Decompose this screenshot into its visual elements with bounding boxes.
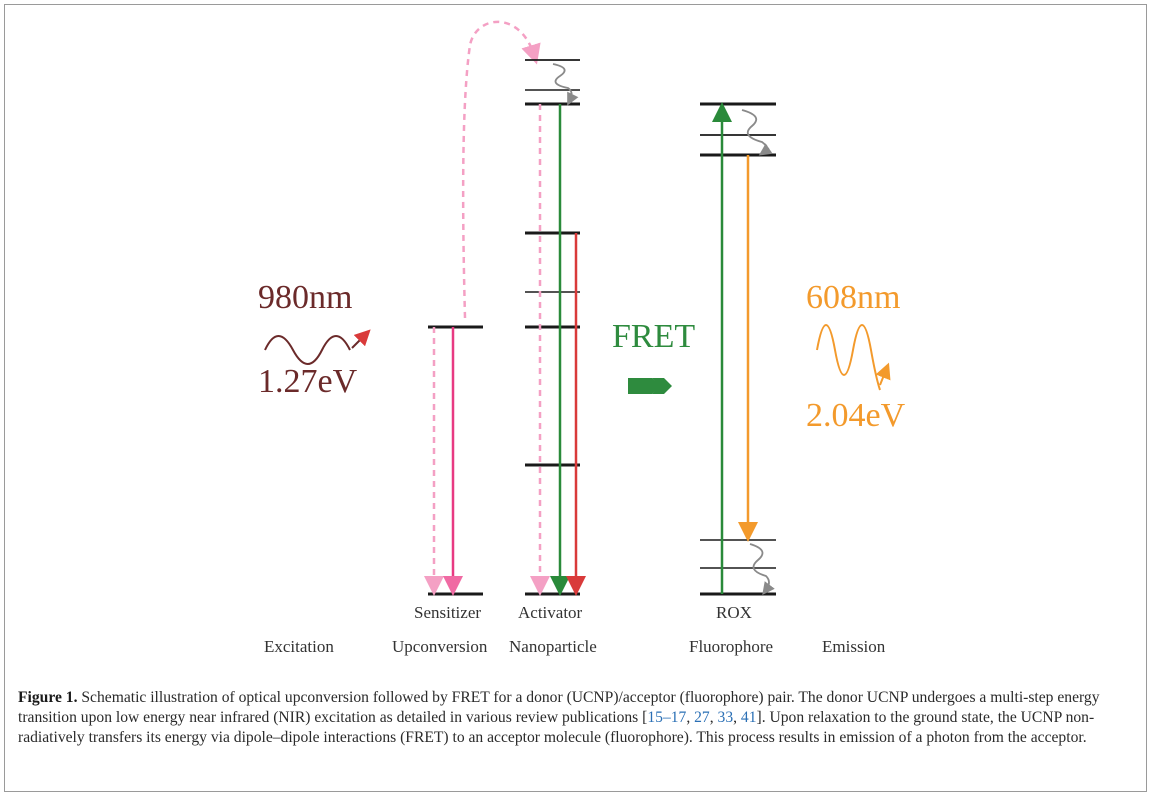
fret-arrow-icon bbox=[628, 378, 672, 394]
excitation-wavelength: 980nm bbox=[258, 279, 352, 316]
emission-wavelength: 608nm bbox=[806, 279, 900, 316]
ref-link[interactable]: 33 bbox=[717, 709, 734, 726]
emission-wave-icon bbox=[816, 324, 881, 391]
ref-link[interactable]: 27 bbox=[694, 709, 710, 726]
caption-label: Figure 1. bbox=[18, 689, 78, 706]
section-excitation: Excitation bbox=[264, 637, 334, 656]
activator-relaxation-icon bbox=[552, 63, 579, 106]
energy-transfer-arrow bbox=[461, 20, 541, 319]
excitation-wave-icon bbox=[264, 335, 351, 365]
sensitizer-label: Sensitizer bbox=[414, 603, 481, 622]
fret-label: FRET bbox=[612, 318, 695, 355]
rox-label: ROX bbox=[716, 603, 752, 622]
ref-link[interactable]: 41 bbox=[740, 709, 757, 726]
activator-label: Activator bbox=[518, 603, 583, 622]
section-fluorophore: Fluorophore bbox=[689, 637, 773, 656]
ref-link[interactable]: 15–17 bbox=[647, 709, 687, 726]
rox-relaxation-icon bbox=[741, 109, 773, 156]
caption-text-1: Schematic illustration of optical upconv… bbox=[18, 689, 1100, 726]
section-nanoparticle: Nanoparticle bbox=[509, 637, 597, 656]
figure-caption: Figure 1. Schematic illustration of opti… bbox=[18, 689, 1100, 746]
excitation-arrow-icon bbox=[351, 329, 371, 349]
emission-arrow-icon bbox=[875, 362, 891, 386]
excitation-energy: 1.27eV bbox=[258, 363, 358, 400]
section-upconversion: Upconversion bbox=[392, 637, 488, 656]
section-emission: Emission bbox=[822, 637, 886, 656]
rox-relaxation-icon bbox=[749, 543, 775, 596]
energy-diagram: 980nm 1.27eV FRET 608nm 2.04eV Sensi bbox=[258, 20, 906, 656]
caption-text-2: ]. Upon relaxation to the ground state, … bbox=[18, 709, 1095, 746]
figure-frame bbox=[4, 4, 1147, 792]
emission-energy: 2.04eV bbox=[806, 397, 906, 434]
